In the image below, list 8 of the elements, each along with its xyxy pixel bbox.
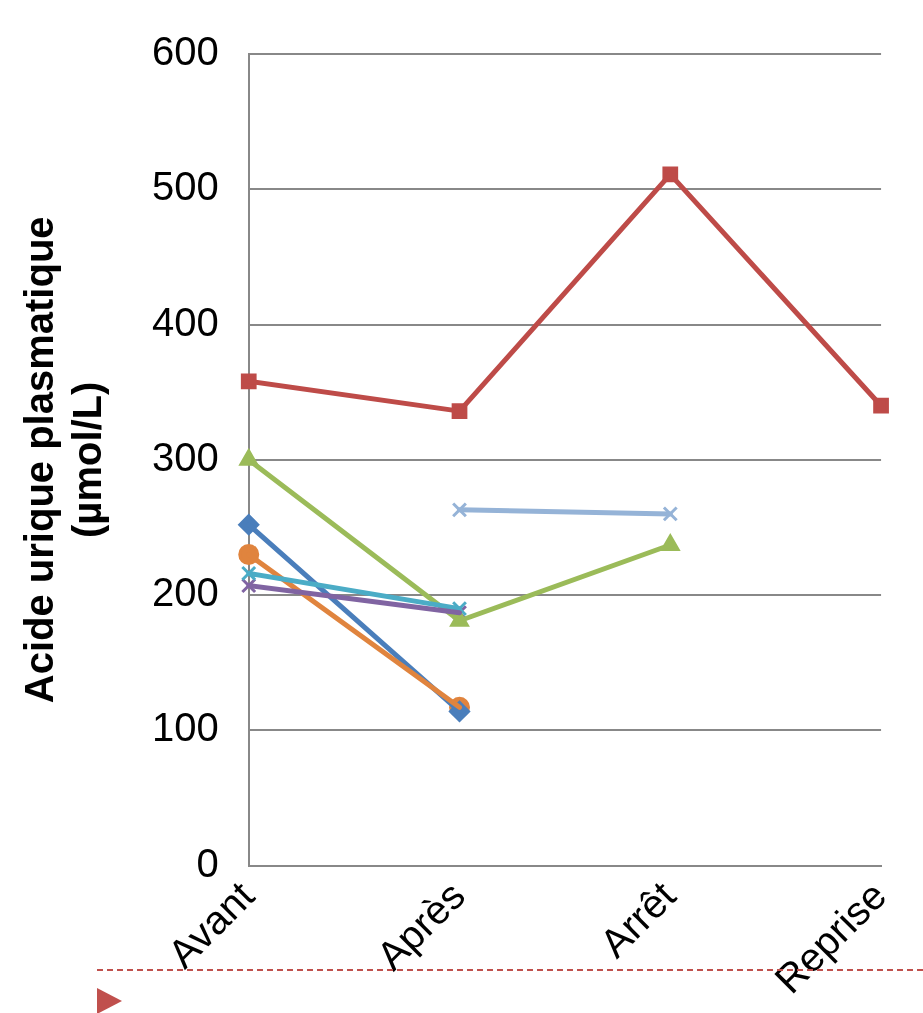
y-tick-label: 400 — [151, 299, 219, 344]
y-axis-title: Acide urique plasmatique (µmol/L) — [17, 216, 110, 704]
y-tick-label: 100 — [151, 705, 219, 750]
y-tick-label: 500 — [151, 164, 219, 209]
y-tick-label: 300 — [151, 434, 219, 479]
y-tick-label: 200 — [151, 570, 219, 615]
y-tick-label: 600 — [151, 29, 219, 74]
y-tick-label: 0 — [196, 840, 219, 885]
